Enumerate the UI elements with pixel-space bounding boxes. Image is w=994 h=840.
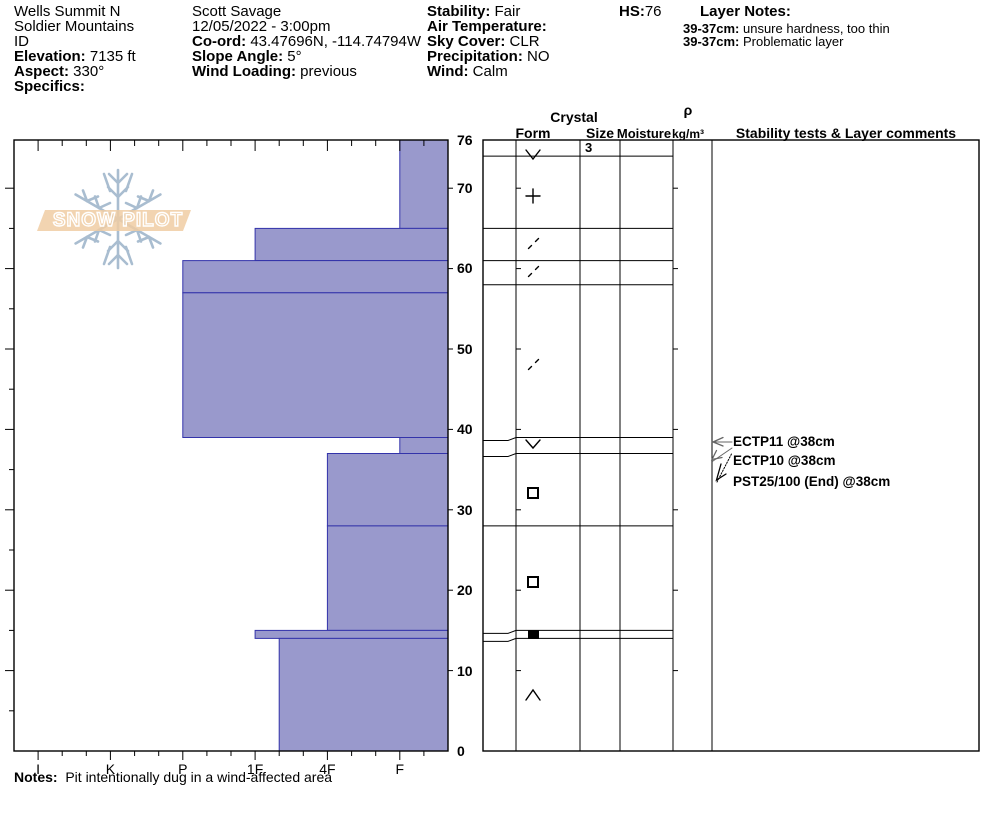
- svg-text:ρ: ρ: [684, 102, 693, 118]
- svg-text:50: 50: [457, 341, 473, 357]
- svg-text:76: 76: [457, 132, 473, 148]
- svg-text:F: F: [396, 761, 405, 777]
- svg-text:kg/m³: kg/m³: [672, 127, 704, 141]
- svg-text:ECTP10 @38cm: ECTP10 @38cm: [733, 453, 835, 468]
- svg-text:20: 20: [457, 582, 473, 598]
- svg-text:Form: Form: [516, 125, 551, 141]
- svg-text:70: 70: [457, 180, 473, 196]
- svg-text:0: 0: [457, 743, 465, 759]
- svg-text:30: 30: [457, 502, 473, 518]
- svg-text:Crystal: Crystal: [550, 109, 597, 125]
- svg-text:Size: Size: [586, 125, 614, 141]
- svg-text:40: 40: [457, 421, 473, 437]
- svg-text:SNOW PILOT: SNOW PILOT: [53, 210, 183, 231]
- svg-text:ECTP11 @38cm: ECTP11 @38cm: [733, 434, 835, 449]
- svg-text:3: 3: [585, 140, 592, 155]
- svg-text:10: 10: [457, 663, 473, 679]
- svg-text:60: 60: [457, 260, 473, 276]
- svg-text:Moisture: Moisture: [617, 126, 671, 141]
- svg-text:PST25/100 (End) @38cm: PST25/100 (End) @38cm: [733, 474, 890, 489]
- svg-text:Stability tests & Layer commen: Stability tests & Layer comments: [736, 125, 956, 141]
